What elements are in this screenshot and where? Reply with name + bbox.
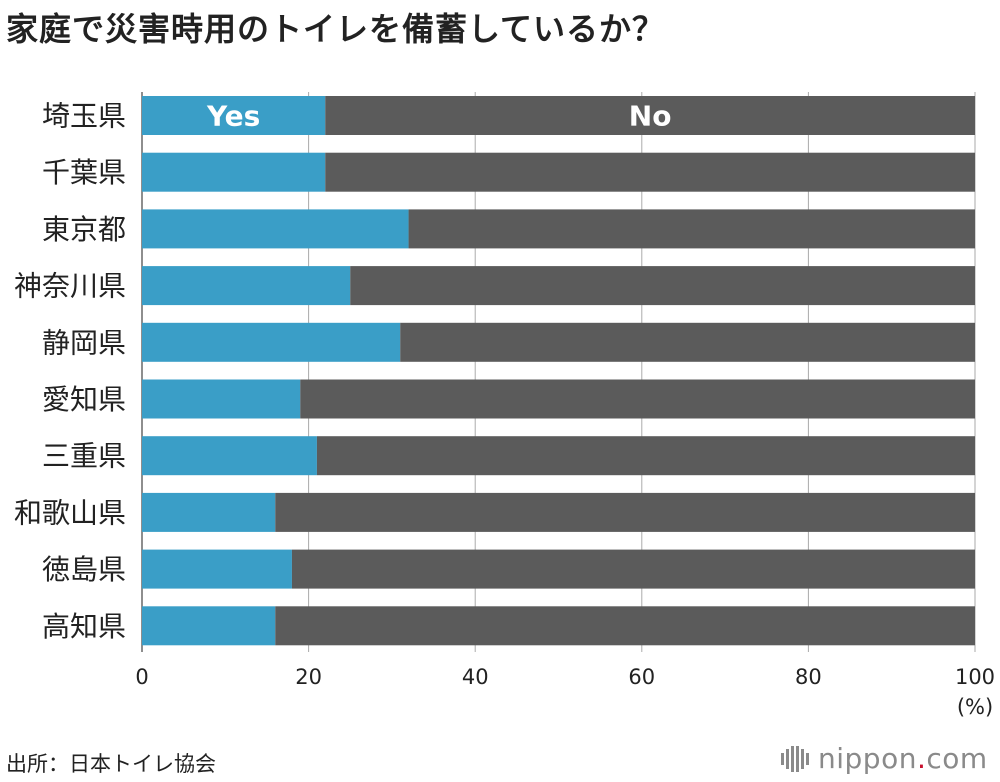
category-label: 高知県 <box>42 610 126 643</box>
x-tick-label: 0 <box>135 665 148 689</box>
category-label: 静岡県 <box>42 326 126 359</box>
category-label: 神奈川県 <box>14 270 126 303</box>
brand-logo: nippon.com <box>780 742 988 775</box>
bar-yes-3 <box>142 266 351 306</box>
series-label-yes: Yes <box>206 100 260 133</box>
chart-title: 家庭で災害時用のトイレを備蓄しているか？ <box>6 10 666 48</box>
category-label: 徳島県 <box>42 553 126 586</box>
bar-yes-4 <box>142 322 401 362</box>
source-note: 出所：日本トイレ協会 <box>6 752 216 776</box>
category-label: 和歌山県 <box>14 496 126 529</box>
bar-no-4 <box>400 322 976 362</box>
bar-no-8 <box>291 549 975 589</box>
category-label: 愛知県 <box>42 383 126 416</box>
category-label: 東京都 <box>42 213 126 246</box>
bar-yes-7 <box>142 492 276 532</box>
bar-yes-6 <box>142 436 317 476</box>
bar-no-0 <box>325 96 975 135</box>
bar-no-2 <box>408 209 975 249</box>
bar-yes-2 <box>142 209 409 249</box>
bar-no-3 <box>350 266 975 306</box>
bar-yes-1 <box>142 152 326 192</box>
bars <box>142 96 976 646</box>
x-tick-label: 20 <box>295 665 322 689</box>
category-label: 埼玉県 <box>42 100 126 133</box>
bar-yes-8 <box>142 549 292 589</box>
series-label-no: No <box>629 100 672 133</box>
bar-no-5 <box>300 379 975 419</box>
brand-name: nippon.com <box>818 742 988 775</box>
bar-yes-5 <box>142 379 301 419</box>
x-tick-label: 100 <box>955 665 995 689</box>
category-label: 千葉県 <box>42 156 126 189</box>
bar-no-1 <box>325 152 975 192</box>
x-tick-label: 60 <box>628 665 655 689</box>
bar-yes-9 <box>142 606 276 646</box>
category-label: 三重県 <box>42 440 126 473</box>
x-axis-unit: (%) <box>957 695 993 719</box>
x-tick-label: 80 <box>795 665 822 689</box>
brand-dot: . <box>916 742 927 775</box>
bar-no-9 <box>275 606 975 646</box>
series-labels: Yes No <box>206 100 672 133</box>
x-tick-label: 40 <box>462 665 489 689</box>
bar-yes-0 <box>142 96 326 135</box>
bar-no-6 <box>316 436 975 476</box>
bar-no-7 <box>275 492 975 532</box>
x-tick-labels: 0 20 40 60 80 100 <box>135 665 995 689</box>
brand-mark-icon <box>781 745 809 772</box>
